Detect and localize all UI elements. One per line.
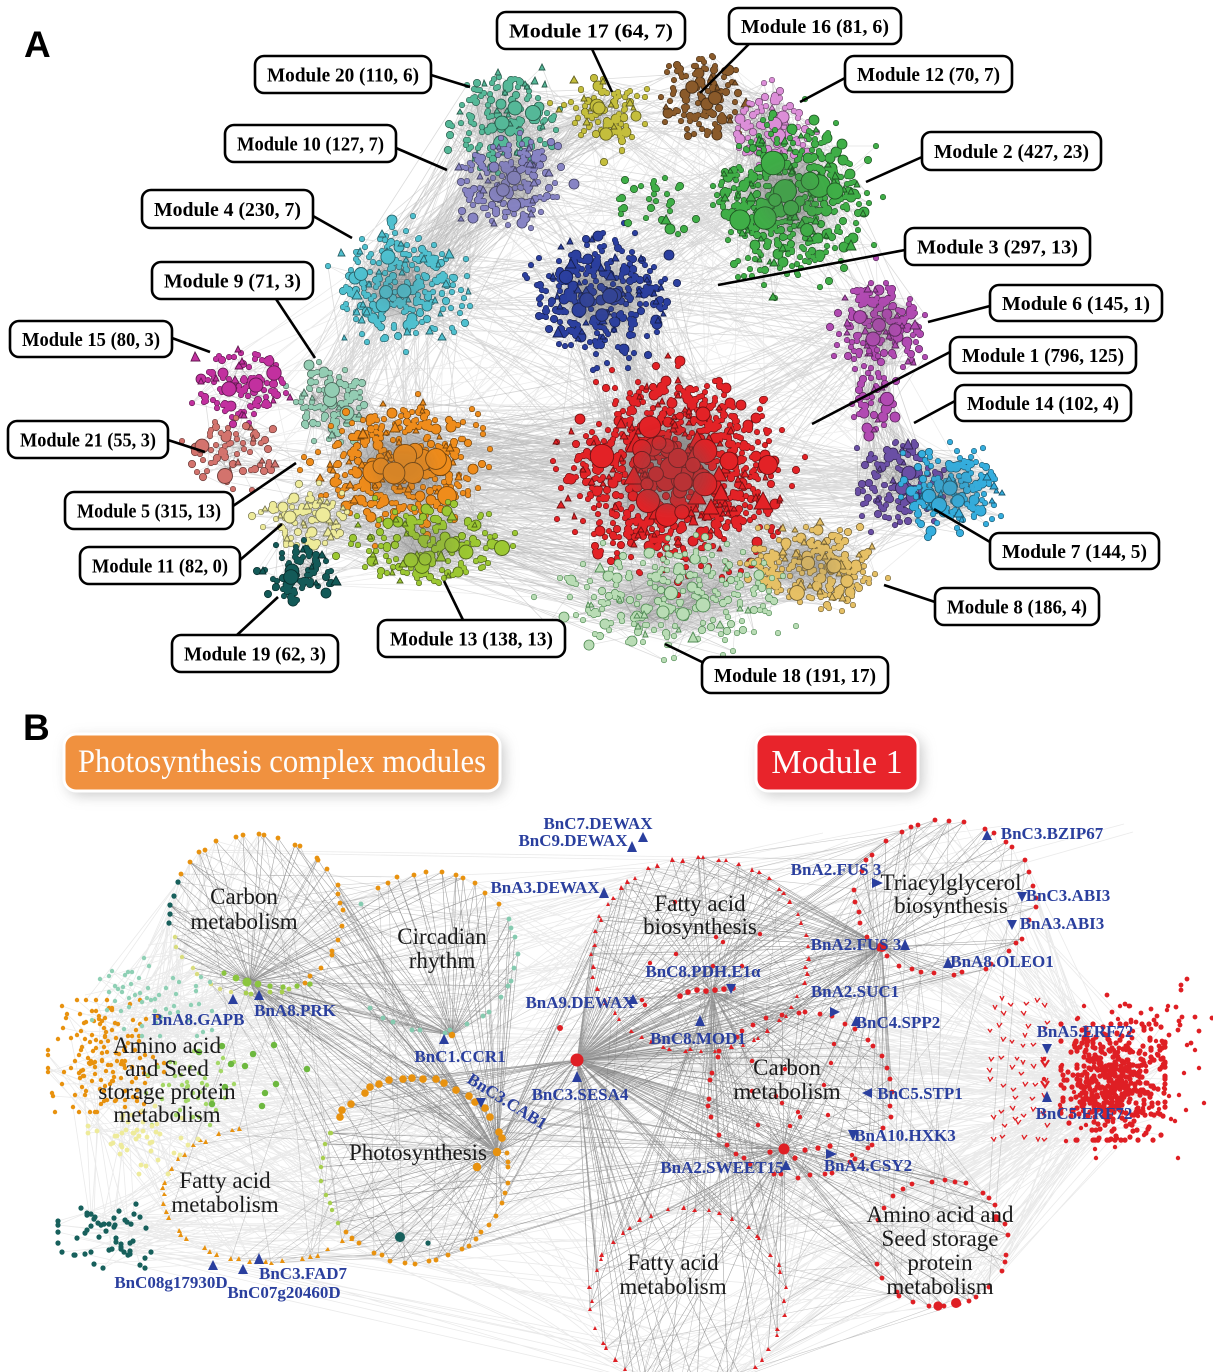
svg-text:Photosynthesis: Photosynthesis [349, 1140, 487, 1165]
svg-text:Module 15 (80, 3): Module 15 (80, 3) [22, 329, 160, 351]
svg-text:Module 10 (127, 7): Module 10 (127, 7) [237, 134, 384, 156]
svg-text:Module 2 (427, 23): Module 2 (427, 23) [934, 141, 1089, 163]
svg-text:Amino acid: Amino acid [113, 1033, 221, 1058]
svg-text:Triacylglycerol: Triacylglycerol [881, 870, 1022, 895]
svg-text:Photosynthesis complex modules: Photosynthesis complex modules [78, 744, 486, 780]
svg-text:BnA8.OLEO1: BnA8.OLEO1 [950, 952, 1053, 971]
svg-text:BnA2.SWEET15: BnA2.SWEET15 [660, 1158, 783, 1177]
svg-text:Module 18 (191, 17): Module 18 (191, 17) [714, 665, 876, 687]
svg-text:BnC5.ERF72: BnC5.ERF72 [1036, 1104, 1133, 1123]
svg-text:BnA5.ERF72: BnA5.ERF72 [1037, 1022, 1134, 1041]
svg-text:metabolism: metabolism [886, 1274, 993, 1299]
svg-text:Carbon: Carbon [753, 1055, 821, 1080]
svg-text:protein: protein [907, 1250, 973, 1275]
svg-text:Module 6 (145, 1): Module 6 (145, 1) [1002, 293, 1150, 315]
svg-text:Module 3 (297, 13): Module 3 (297, 13) [917, 237, 1078, 259]
svg-text:BnC3.ABI3: BnC3.ABI3 [1026, 886, 1111, 905]
svg-text:BnC5.STP1: BnC5.STP1 [877, 1084, 963, 1103]
svg-text:BnC4.SPP2: BnC4.SPP2 [856, 1013, 941, 1032]
svg-text:Carbon: Carbon [210, 884, 278, 909]
svg-text:BnC1.CCR1: BnC1.CCR1 [414, 1047, 505, 1066]
svg-text:BnA2.FUS 3: BnA2.FUS 3 [791, 860, 882, 879]
svg-text:metabolism: metabolism [190, 909, 297, 934]
svg-text:biosynthesis: biosynthesis [643, 914, 757, 939]
svg-text:biosynthesis: biosynthesis [894, 893, 1008, 918]
svg-text:BnC08g17930D: BnC08g17930D [114, 1273, 227, 1292]
svg-text:Module 19 (62, 3): Module 19 (62, 3) [184, 644, 326, 666]
svg-text:Amino acid and: Amino acid and [867, 1202, 1014, 1227]
svg-text:BnA3.ABI3: BnA3.ABI3 [1020, 914, 1105, 933]
svg-text:rhythm: rhythm [409, 948, 476, 973]
svg-text:BnA8.GAPB: BnA8.GAPB [151, 1010, 244, 1029]
svg-text:BnA2.FUS 3: BnA2.FUS 3 [811, 935, 902, 954]
svg-text:BnC3.BZIP67: BnC3.BZIP67 [1001, 824, 1104, 843]
svg-text:Module 17 (64, 7): Module 17 (64, 7) [509, 21, 673, 43]
svg-text:metabolism: metabolism [733, 1079, 840, 1104]
svg-text:Seed storage: Seed storage [882, 1226, 999, 1251]
svg-text:BnA10.HXK3: BnA10.HXK3 [854, 1126, 956, 1145]
svg-text:BnA3.DEWAX: BnA3.DEWAX [490, 878, 600, 897]
svg-text:Module 9 (71, 3): Module 9 (71, 3) [164, 271, 301, 293]
svg-text:BnC8.MOD1: BnC8.MOD1 [650, 1029, 746, 1048]
svg-text:Module 12 (70, 7): Module 12 (70, 7) [857, 64, 1000, 86]
svg-text:B: B [23, 707, 50, 748]
svg-text:BnC07g20460D: BnC07g20460D [227, 1283, 340, 1302]
svg-text:storage protein: storage protein [98, 1079, 236, 1104]
svg-text:Circadian: Circadian [397, 924, 487, 949]
svg-text:BnC7.DEWAX: BnC7.DEWAX [543, 814, 653, 833]
svg-text:Module 16 (81, 6): Module 16 (81, 6) [741, 16, 889, 38]
svg-text:BnA2.SUC1: BnA2.SUC1 [811, 982, 899, 1001]
svg-text:Module 8 (186, 4): Module 8 (186, 4) [947, 597, 1087, 619]
svg-text:Module 21 (55, 3): Module 21 (55, 3) [20, 430, 156, 452]
svg-text:Module 1: Module 1 [771, 744, 902, 781]
svg-text:BnC3.SESA4: BnC3.SESA4 [532, 1085, 629, 1104]
svg-text:BnA9.DEWAX: BnA9.DEWAX [525, 993, 635, 1012]
svg-text:and Seed: and Seed [125, 1056, 209, 1081]
svg-text:metabolism: metabolism [171, 1192, 278, 1217]
svg-text:Module 13 (138, 13): Module 13 (138, 13) [390, 629, 553, 651]
svg-text:metabolism: metabolism [619, 1274, 726, 1299]
svg-text:Module 4 (230, 7): Module 4 (230, 7) [154, 199, 301, 221]
svg-text:Fatty acid: Fatty acid [627, 1250, 719, 1275]
svg-text:BnA4.CSY2: BnA4.CSY2 [824, 1156, 912, 1175]
svg-text:Module 20 (110, 6): Module 20 (110, 6) [267, 65, 419, 87]
svg-text:Module 7 (144, 5): Module 7 (144, 5) [1002, 541, 1147, 563]
svg-text:Fatty acid: Fatty acid [179, 1168, 271, 1193]
svg-text:BnA8.PRK: BnA8.PRK [254, 1001, 336, 1020]
svg-text:BnC9.DEWAX: BnC9.DEWAX [518, 831, 628, 850]
svg-text:A: A [24, 24, 51, 65]
svg-text:Module 11 (82, 0): Module 11 (82, 0) [92, 556, 228, 578]
svg-text:BnC8.PDH.E1α: BnC8.PDH.E1α [645, 962, 761, 981]
svg-text:Module 1 (796, 125): Module 1 (796, 125) [962, 345, 1124, 367]
svg-text:Module 5 (315, 13): Module 5 (315, 13) [77, 501, 221, 523]
svg-text:Fatty acid: Fatty acid [654, 891, 746, 916]
svg-text:metabolism: metabolism [113, 1102, 220, 1127]
svg-text:BnC3.FAD7: BnC3.FAD7 [259, 1264, 347, 1283]
svg-text:Module 14 (102, 4): Module 14 (102, 4) [967, 393, 1119, 415]
